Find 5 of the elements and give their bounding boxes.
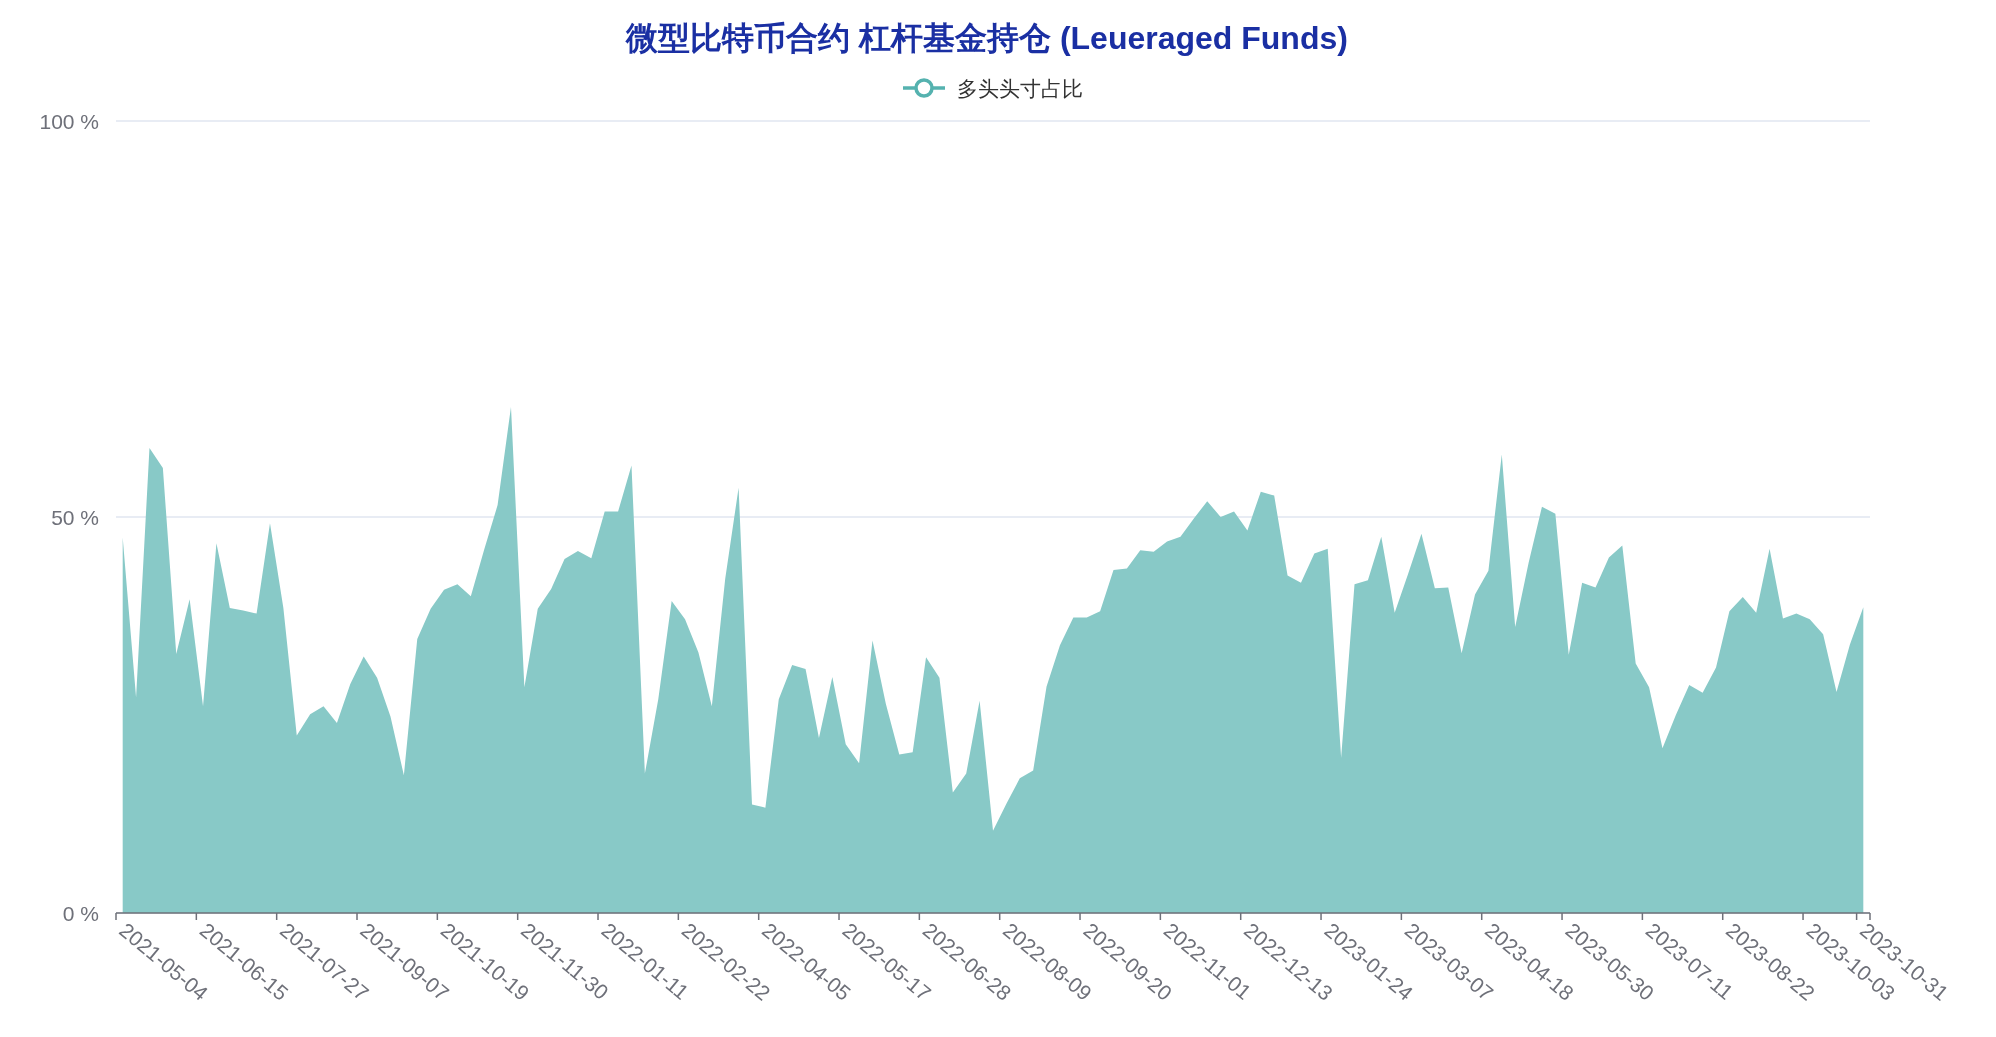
- y-tick-label: 50 %: [51, 505, 99, 529]
- y-tick-label: 100 %: [39, 109, 99, 133]
- chart-title: 微型比特币合约 杠杆基金持仓 (Leueraged Funds): [625, 20, 1348, 56]
- y-tick-label: 0 %: [62, 901, 99, 925]
- legend: 多头头寸占比: [903, 76, 1083, 100]
